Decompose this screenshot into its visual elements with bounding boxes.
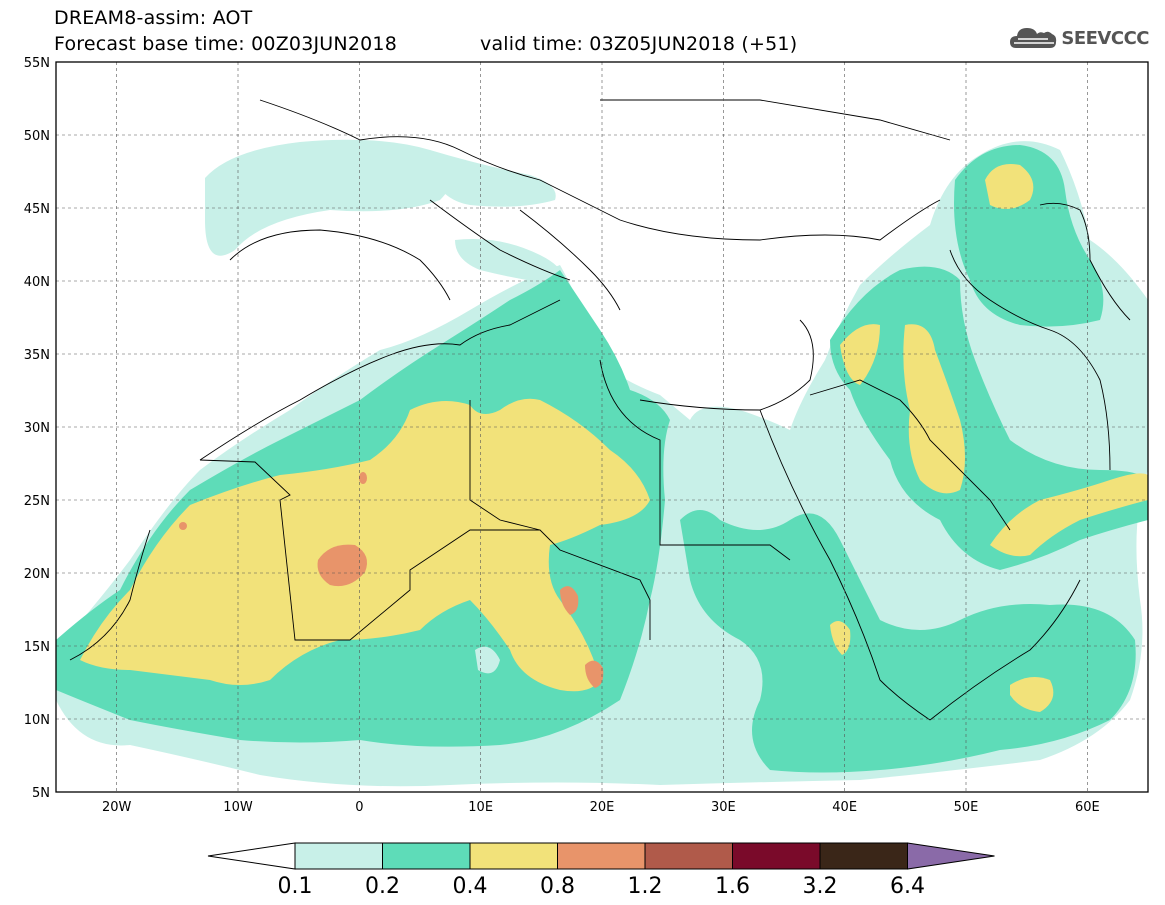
latitude-labels: 55N 50N 45N 40N 35N 30N 25N 20N 15N 10N 5N xyxy=(24,56,50,801)
lat-label: 25N xyxy=(24,494,50,509)
colorbar-swatch xyxy=(382,842,471,870)
logo-text: SEEVCCC xyxy=(1061,27,1149,49)
lat-label: 55N xyxy=(24,56,50,71)
colorbar-level-label: 0.1 xyxy=(278,874,313,899)
lat-label: 30N xyxy=(24,421,50,436)
map-grid xyxy=(56,62,1148,792)
colorbar-level-label: 0.4 xyxy=(453,874,488,899)
lat-label: 10N xyxy=(24,713,50,728)
cloud-icon xyxy=(1010,28,1057,48)
colorbar-swatch xyxy=(469,842,558,870)
colorbar-level-label: 1.2 xyxy=(628,874,663,899)
colorbar-level-label: 0.8 xyxy=(540,874,575,899)
lon-label: 40E xyxy=(832,800,857,815)
colorbar-level-label: 6.4 xyxy=(890,874,925,899)
colorbar-swatch xyxy=(819,842,908,870)
lon-label: 30E xyxy=(711,800,736,815)
colorbar-swatch xyxy=(557,842,646,870)
lat-label: 15N xyxy=(24,640,50,655)
lon-label: 10E xyxy=(468,800,493,815)
lat-label: 20N xyxy=(24,567,50,582)
lon-label: 10W xyxy=(223,800,253,815)
lon-label: 20W xyxy=(102,800,132,815)
aot-band-0.4 xyxy=(80,164,1148,712)
aot-band-0.8 xyxy=(179,472,604,688)
colorbar-over-arrow xyxy=(907,842,995,870)
colorbar-swatch xyxy=(644,842,733,870)
colorbar-level-label: 3.2 xyxy=(803,874,838,899)
lat-label: 40N xyxy=(24,275,50,290)
lat-label: 50N xyxy=(24,129,50,144)
colorbar xyxy=(207,842,995,870)
coastlines xyxy=(69,99,1131,721)
lon-label: 0 xyxy=(355,800,363,815)
colorbar-level-label: 1.6 xyxy=(715,874,750,899)
lat-label: 35N xyxy=(24,348,50,363)
lon-label: 60E xyxy=(1075,800,1100,815)
colorbar-level-label: 0.2 xyxy=(365,874,400,899)
colorbar-under-arrow xyxy=(207,842,296,870)
valid-time: valid time: 03Z05JUN2018 (+51) xyxy=(480,33,798,55)
colorbar-swatch xyxy=(294,842,383,870)
colorbar-labels: 0.1 0.2 0.4 0.8 1.2 1.6 3.2 6.4 xyxy=(278,874,926,899)
longitude-labels: 20W 10W 0 10E 20E 30E 40E 50E 60E xyxy=(102,800,1100,815)
lat-label: 45N xyxy=(24,202,50,217)
aot-field xyxy=(56,99,1148,787)
seevccc-logo: SEEVCCC xyxy=(1008,24,1149,52)
lat-label: 5N xyxy=(32,786,50,801)
lon-label: 50E xyxy=(954,800,979,815)
lon-label: 20E xyxy=(590,800,615,815)
colorbar-swatch xyxy=(732,842,821,870)
forecast-base-time: Forecast base time: 00Z03JUN2018 xyxy=(54,33,397,55)
map-frame xyxy=(55,61,1149,793)
map-title: DREAM8-assim: AOT xyxy=(54,7,253,29)
